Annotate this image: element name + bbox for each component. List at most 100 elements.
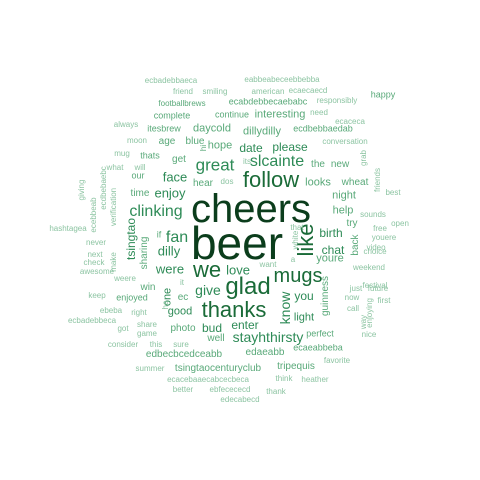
word-hi: hi xyxy=(199,144,208,152)
word-sounds: sounds xyxy=(360,210,386,219)
word-way: way xyxy=(359,314,368,330)
word-dilly: dilly xyxy=(157,243,181,259)
word-happy: happy xyxy=(370,89,396,100)
word-date: date xyxy=(239,141,263,155)
word-call: call xyxy=(346,304,360,313)
word-responsibly: responsibly xyxy=(316,96,358,105)
word-grab: grab xyxy=(359,149,368,167)
word-tsingtaocenturyclub: tsingtaocenturyclub xyxy=(174,363,262,374)
word-summer: summer xyxy=(135,364,165,373)
word-moon: moon xyxy=(126,136,148,145)
word-sharing: sharing xyxy=(139,236,150,270)
word-thanks: thanks xyxy=(201,297,267,322)
word-we: we xyxy=(192,257,222,282)
word-got: got xyxy=(117,324,129,333)
word-face: face xyxy=(162,169,188,185)
word-nice: nice xyxy=(361,330,377,339)
word-stayhthirsty: stayhthirsty xyxy=(232,329,304,345)
word-wheat: wheat xyxy=(341,177,369,188)
word-cheers: cheers xyxy=(190,187,312,231)
word-glad: glad xyxy=(225,273,271,300)
word-guinness: guinness xyxy=(320,275,331,317)
word-favorite: favorite xyxy=(323,356,351,365)
word-best: best xyxy=(385,188,401,197)
word-clinking: clinking xyxy=(129,203,183,220)
word-light: light xyxy=(293,311,315,324)
word-right: right xyxy=(131,308,147,317)
word-eabbeabeceebbebba: eabbeabeceebbebba xyxy=(244,75,320,84)
word-looks: looks xyxy=(305,176,331,189)
word-just: just xyxy=(349,284,363,293)
word-conversation: conversation xyxy=(322,137,368,146)
word-weekend: weekend xyxy=(352,263,386,272)
word-back: back xyxy=(350,234,361,256)
word-age: age xyxy=(158,136,176,147)
word-ebeba: ebeba xyxy=(99,306,123,315)
word-check: check xyxy=(83,258,105,267)
word-ecacebaaecabcecbeca: ecacebaaecabcecbeca xyxy=(167,375,249,384)
word-youre: youre xyxy=(316,252,344,265)
word-will: will xyxy=(134,163,146,172)
word-dos: dos xyxy=(220,177,234,186)
word-ec: ec xyxy=(177,292,189,303)
word-ecaceca: ecaceca xyxy=(335,117,365,126)
word-fan: fan xyxy=(165,229,189,246)
word-complete: complete xyxy=(153,110,191,121)
word-you: you xyxy=(294,289,314,303)
word-get: get xyxy=(172,154,186,165)
word-night: night xyxy=(332,189,356,202)
word-itesbrew: itesbrew xyxy=(147,123,181,134)
word-love: love xyxy=(226,262,250,278)
word-ecdbebaebc: ecdbebaebc xyxy=(99,166,108,210)
word-blue: blue xyxy=(185,136,205,147)
word-it: it xyxy=(180,278,184,287)
word-enjoyed: enjoyed xyxy=(116,292,148,303)
word-now: now xyxy=(344,293,360,302)
word-chat: chat xyxy=(321,243,345,257)
word-perfect: perfect xyxy=(306,328,334,339)
word-give: give xyxy=(195,282,221,298)
word-ecaeabbeba: ecaeabbeba xyxy=(293,342,343,353)
word-ebfecececd: ebfecececd xyxy=(209,385,251,394)
word-next: next xyxy=(87,250,103,259)
word-friends: friends xyxy=(373,167,382,193)
word-new: new xyxy=(330,159,350,170)
word-ecbadebbaeca: ecbadebbaeca xyxy=(144,76,198,85)
word-good: good xyxy=(167,305,193,318)
word-share: share xyxy=(136,320,158,329)
word-keep: keep xyxy=(88,291,106,300)
word-ecabdebbecaebabc: ecabdebbecaebabc xyxy=(228,96,308,107)
word-consider: consider xyxy=(107,340,139,349)
word-festival: festival xyxy=(362,281,388,290)
word-photo: photo xyxy=(170,323,196,334)
word-please: please xyxy=(272,140,308,154)
word-interesting: interesting xyxy=(254,108,306,121)
word-need: need xyxy=(310,108,328,117)
word-better: better xyxy=(172,385,194,394)
word-mugs: mugs xyxy=(273,265,323,287)
word-what: what xyxy=(106,163,124,172)
word-he: he xyxy=(161,300,170,310)
word-slcainte: slcainte xyxy=(249,153,305,170)
word-thank: thank xyxy=(266,387,286,396)
word-free: free xyxy=(373,224,387,233)
word-our: our xyxy=(131,170,145,181)
word-choice: choice xyxy=(363,247,387,256)
word-heather: heather xyxy=(301,375,329,384)
word-game: game xyxy=(136,329,158,338)
word-white: white xyxy=(291,230,300,250)
word-future: future xyxy=(367,284,389,293)
word-weere: weere xyxy=(114,274,136,283)
word-footballbrews: footballbrews xyxy=(158,99,206,108)
word-try: try xyxy=(346,218,358,229)
word-were: were xyxy=(155,261,185,277)
word-win: win xyxy=(140,282,156,293)
word-that: that xyxy=(290,223,304,232)
word-hear: hear xyxy=(192,178,214,189)
word-ecdbebbaedab: ecdbebbaedab xyxy=(293,123,353,134)
word-help: help xyxy=(332,204,354,217)
word-hashtagea: hashtagea xyxy=(49,224,87,233)
word-verification: verification xyxy=(109,187,118,227)
word-a: a xyxy=(290,255,296,264)
word-edaeabb: edaeabb xyxy=(245,347,285,358)
